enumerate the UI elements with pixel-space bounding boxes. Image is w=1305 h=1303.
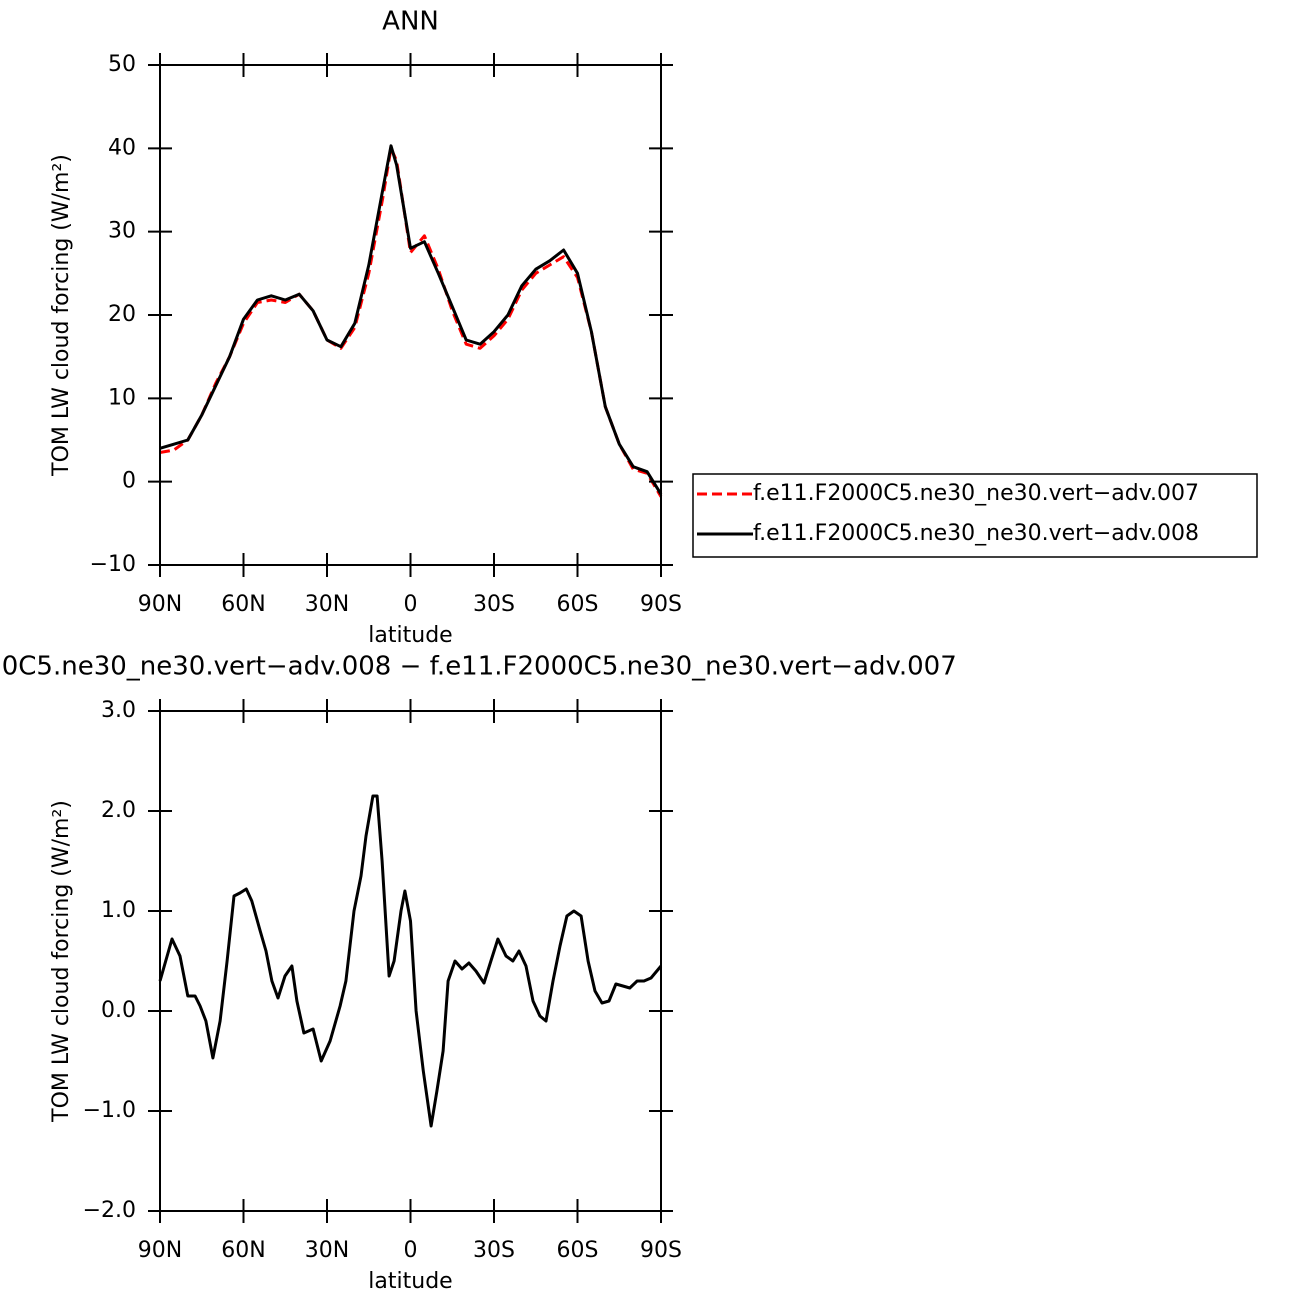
y-tick-label: −10: [90, 552, 136, 577]
x-tick-label: 60N: [221, 592, 265, 617]
x-tick-label: 0: [404, 592, 418, 617]
y-tick-label: 3.0: [101, 698, 136, 723]
x-tick-label: 0: [404, 1238, 418, 1263]
chart-title: ANN: [382, 7, 439, 37]
y-axis-label: TOM LW cloud forcing (W/m²): [49, 800, 74, 1123]
x-tick-label: 30N: [305, 1238, 349, 1263]
x-tick-label: 30S: [473, 1238, 515, 1263]
plot-frame: [159, 64, 662, 566]
data-line: [159, 144, 663, 495]
y-axis-label: TOM LW cloud forcing (W/m²): [49, 154, 74, 477]
x-tick-label: 90N: [138, 592, 182, 617]
y-tick-label: 50: [108, 52, 136, 77]
data-line: [159, 146, 663, 498]
x-tick-label: 90S: [640, 592, 682, 617]
y-tick-label: 40: [108, 135, 136, 160]
chart-title: f.e11.F2000C5.ne30_ne30.vert−adv.008 − f…: [0, 652, 957, 682]
x-axis-label: latitude: [368, 1269, 452, 1294]
y-tick-label: 0: [122, 469, 136, 494]
y-tick-label: 1.0: [101, 898, 136, 923]
x-tick-label: 90S: [640, 1238, 682, 1263]
y-tick-label: 2.0: [101, 798, 136, 823]
plot-frame: [159, 710, 662, 1212]
legend-label: f.e11.F2000C5.ne30_ne30.vert−adv.008: [753, 521, 1199, 546]
y-tick-label: −2.0: [83, 1198, 136, 1223]
x-axis-label: latitude: [368, 623, 452, 648]
x-tick-label: 30N: [305, 592, 349, 617]
legend-label: f.e11.F2000C5.ne30_ne30.vert−adv.007: [753, 481, 1199, 506]
x-tick-label: 60S: [557, 592, 599, 617]
y-tick-label: 0.0: [101, 998, 136, 1023]
legend-box: [692, 473, 1258, 558]
x-tick-label: 60S: [557, 1238, 599, 1263]
x-tick-label: 90N: [138, 1238, 182, 1263]
y-tick-label: −1.0: [83, 1098, 136, 1123]
data-line: [158, 794, 663, 1128]
y-tick-label: 10: [108, 385, 136, 410]
x-tick-label: 60N: [221, 1238, 265, 1263]
y-tick-label: 30: [108, 219, 136, 244]
y-tick-label: 20: [108, 302, 136, 327]
x-tick-label: 30S: [473, 592, 515, 617]
